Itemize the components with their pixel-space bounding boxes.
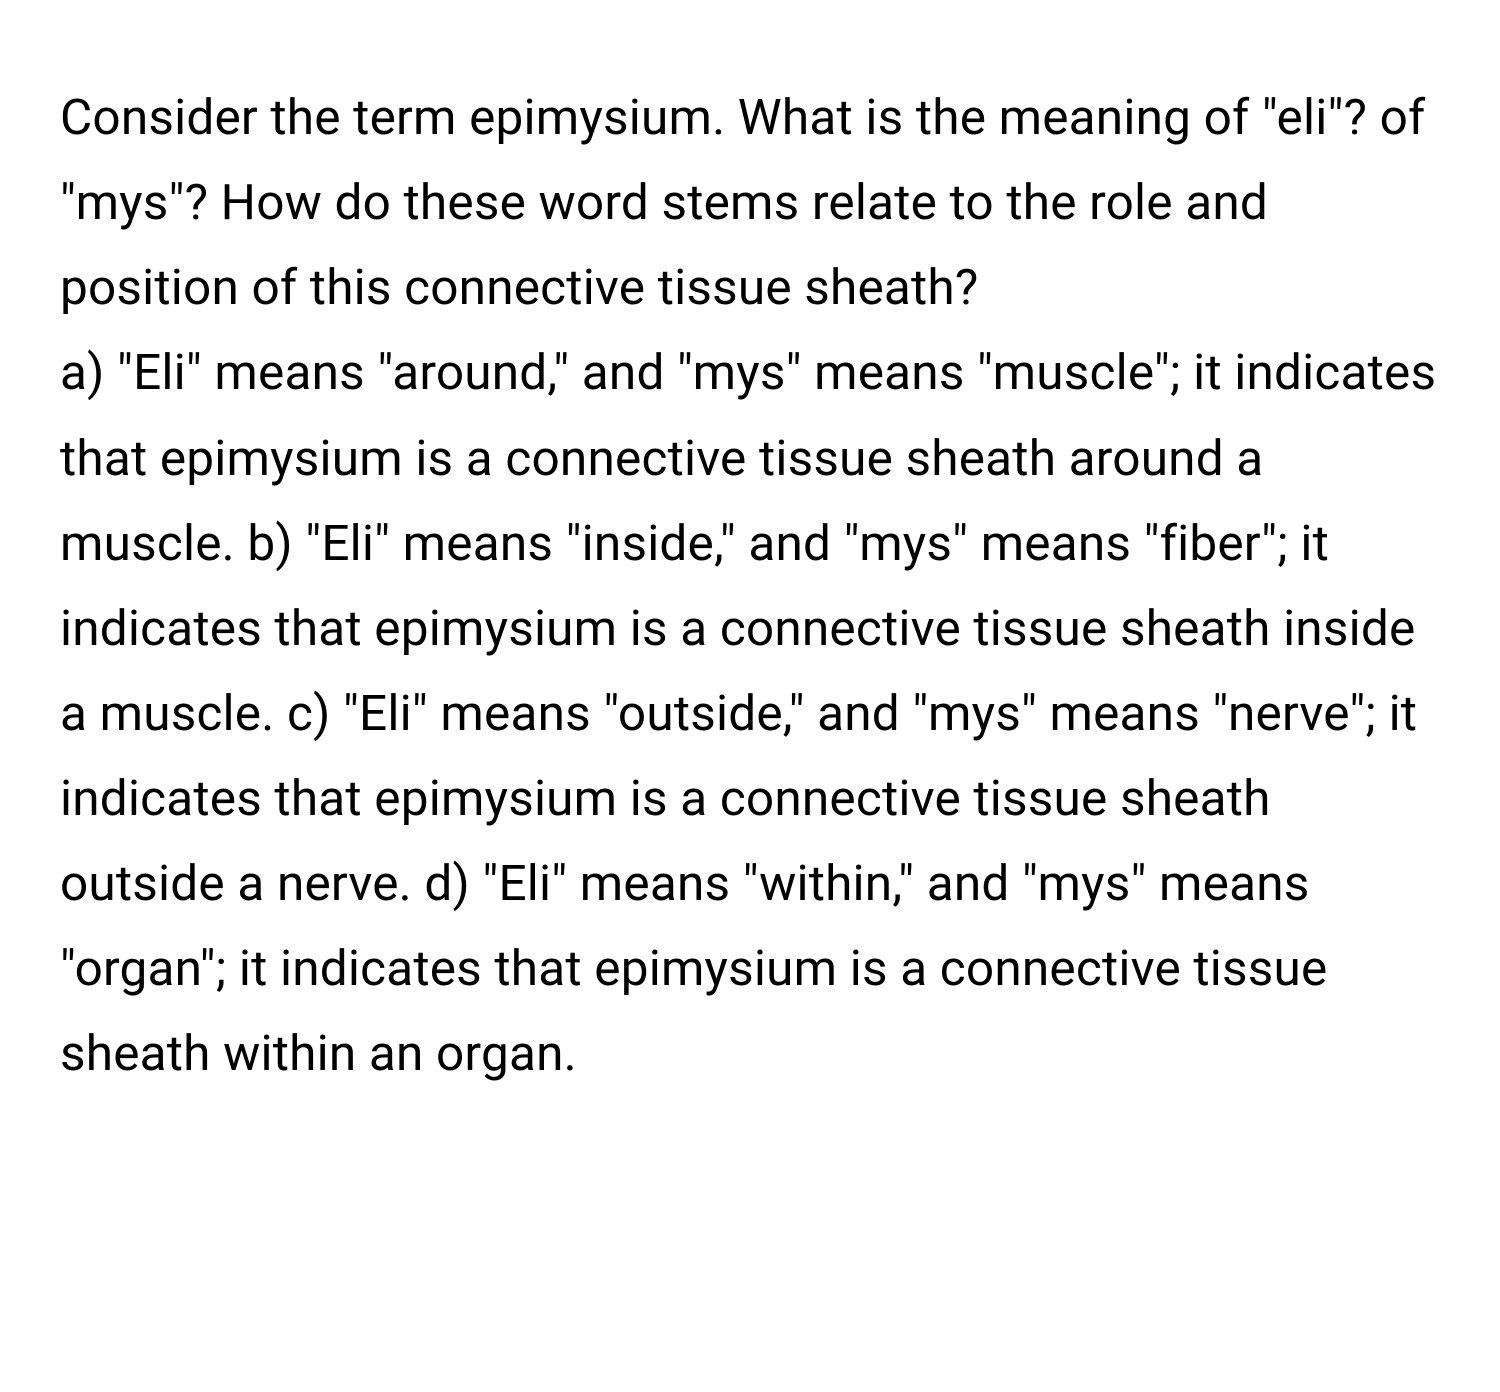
question-text: Consider the term epimysium. What is the… (60, 76, 1440, 331)
answer-options: a) "Eli" means "around," and "mys" means… (60, 331, 1440, 1097)
document-page: Consider the term epimysium. What is the… (0, 0, 1500, 1098)
